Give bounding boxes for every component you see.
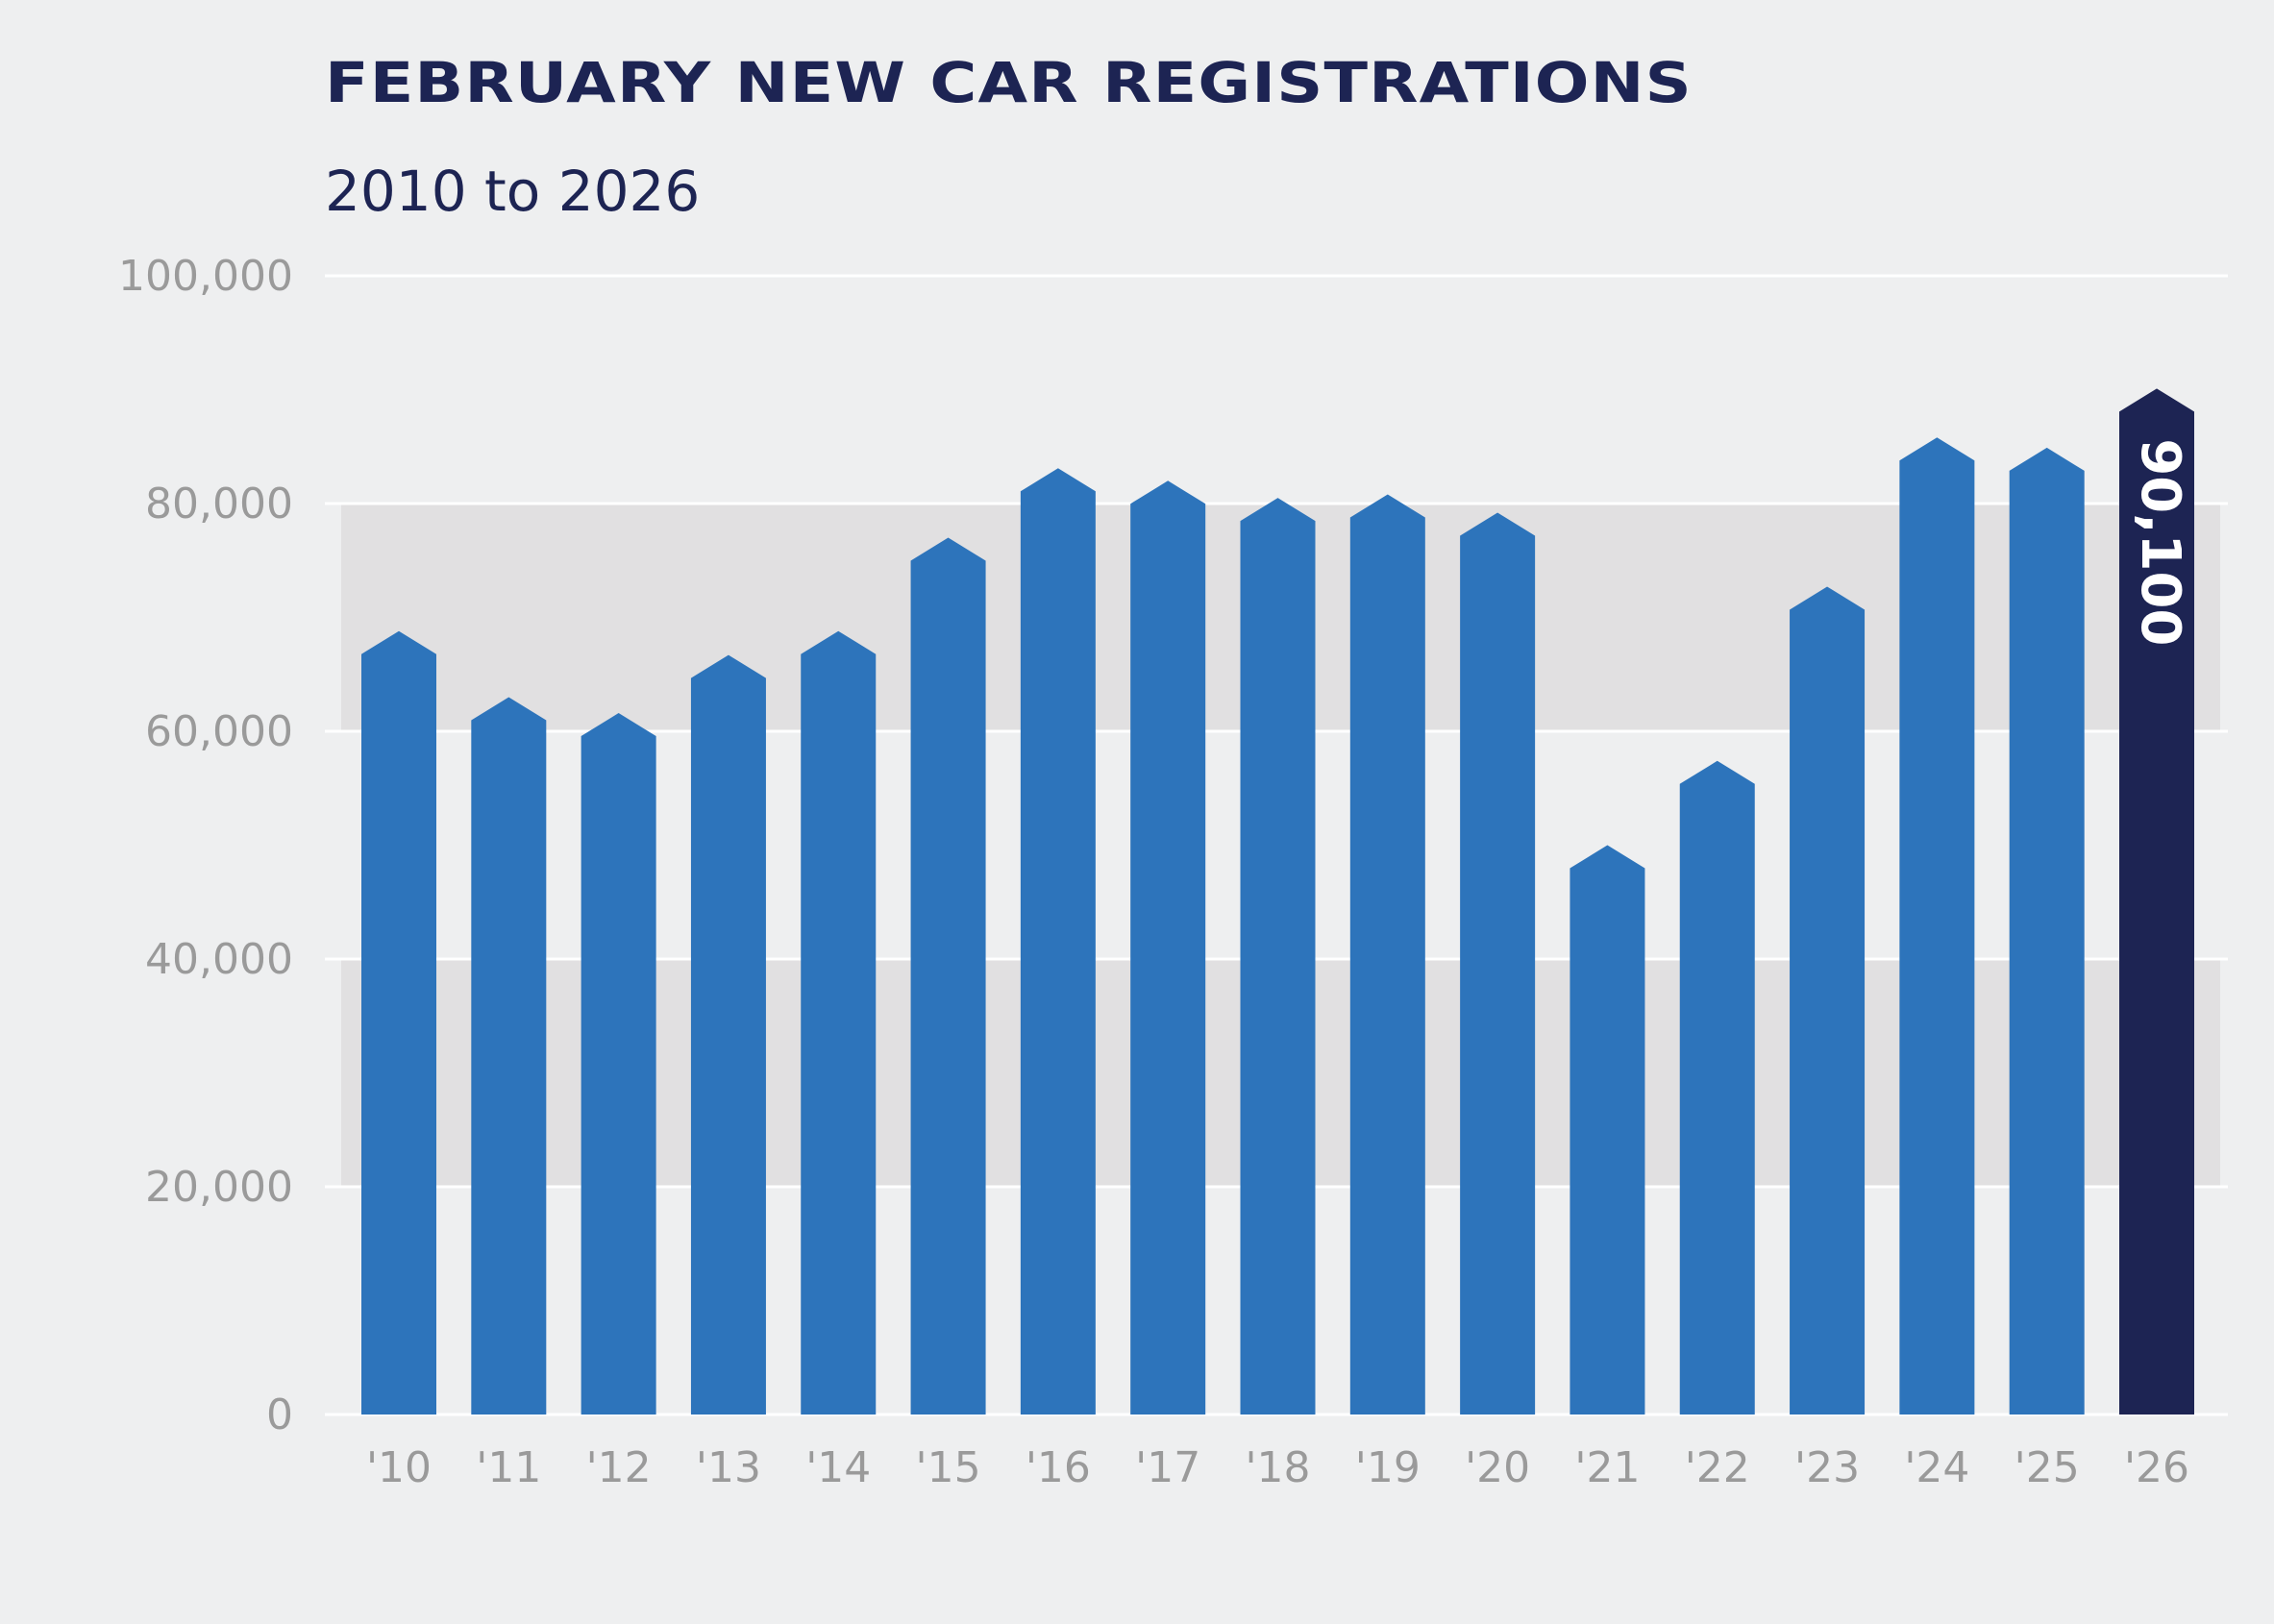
y-tick-label: 20,000 xyxy=(145,1163,293,1212)
bar xyxy=(1570,845,1645,1415)
bar xyxy=(1679,760,1755,1415)
bar xyxy=(801,630,877,1415)
bar xyxy=(1460,512,1536,1415)
x-tick-label: '15 xyxy=(916,1443,981,1492)
chart-title: FEBRUARY NEW CAR REGISTRATIONS xyxy=(325,50,1693,115)
x-tick-label: '12 xyxy=(586,1443,652,1492)
bar xyxy=(581,713,656,1415)
bar xyxy=(910,537,986,1415)
bar xyxy=(2009,447,2085,1415)
bar xyxy=(1349,494,1425,1415)
x-tick-label: '18 xyxy=(1245,1443,1310,1492)
bar xyxy=(471,697,547,1415)
x-tick-label: '25 xyxy=(2014,1443,2080,1492)
x-tick-label: '23 xyxy=(1794,1443,1860,1492)
x-tick-label: '19 xyxy=(1355,1443,1421,1492)
bar xyxy=(1240,498,1316,1415)
bar xyxy=(1899,437,1975,1415)
x-tick-label: '13 xyxy=(696,1443,761,1492)
y-tick-label: 0 xyxy=(266,1390,293,1439)
bar xyxy=(1790,586,1866,1415)
y-tick-label: 60,000 xyxy=(145,707,293,756)
bar-highlight xyxy=(2119,388,2194,1415)
y-tick-label: 100,000 xyxy=(118,252,293,301)
bar xyxy=(361,630,436,1415)
x-tick-label: '26 xyxy=(2124,1443,2189,1492)
x-tick-label: '16 xyxy=(1026,1443,1091,1492)
x-tick-label: '20 xyxy=(1465,1443,1530,1492)
x-tick-label: '14 xyxy=(805,1443,871,1492)
x-tick-label: '11 xyxy=(476,1443,541,1492)
x-tick-label: '17 xyxy=(1135,1443,1200,1492)
x-tick-label: '10 xyxy=(366,1443,432,1492)
bar xyxy=(690,654,766,1415)
bar xyxy=(1130,480,1206,1415)
bar xyxy=(1020,468,1096,1415)
bar-value-label: 90,100 xyxy=(2129,438,2191,646)
x-tick-label: '22 xyxy=(1685,1443,1750,1492)
x-tick-label: '24 xyxy=(1904,1443,1969,1492)
y-tick-label: 40,000 xyxy=(145,935,293,984)
x-tick-label: '21 xyxy=(1574,1443,1640,1492)
chart-subtitle: 2010 to 2026 xyxy=(325,159,701,224)
y-tick-label: 80,000 xyxy=(145,480,293,529)
